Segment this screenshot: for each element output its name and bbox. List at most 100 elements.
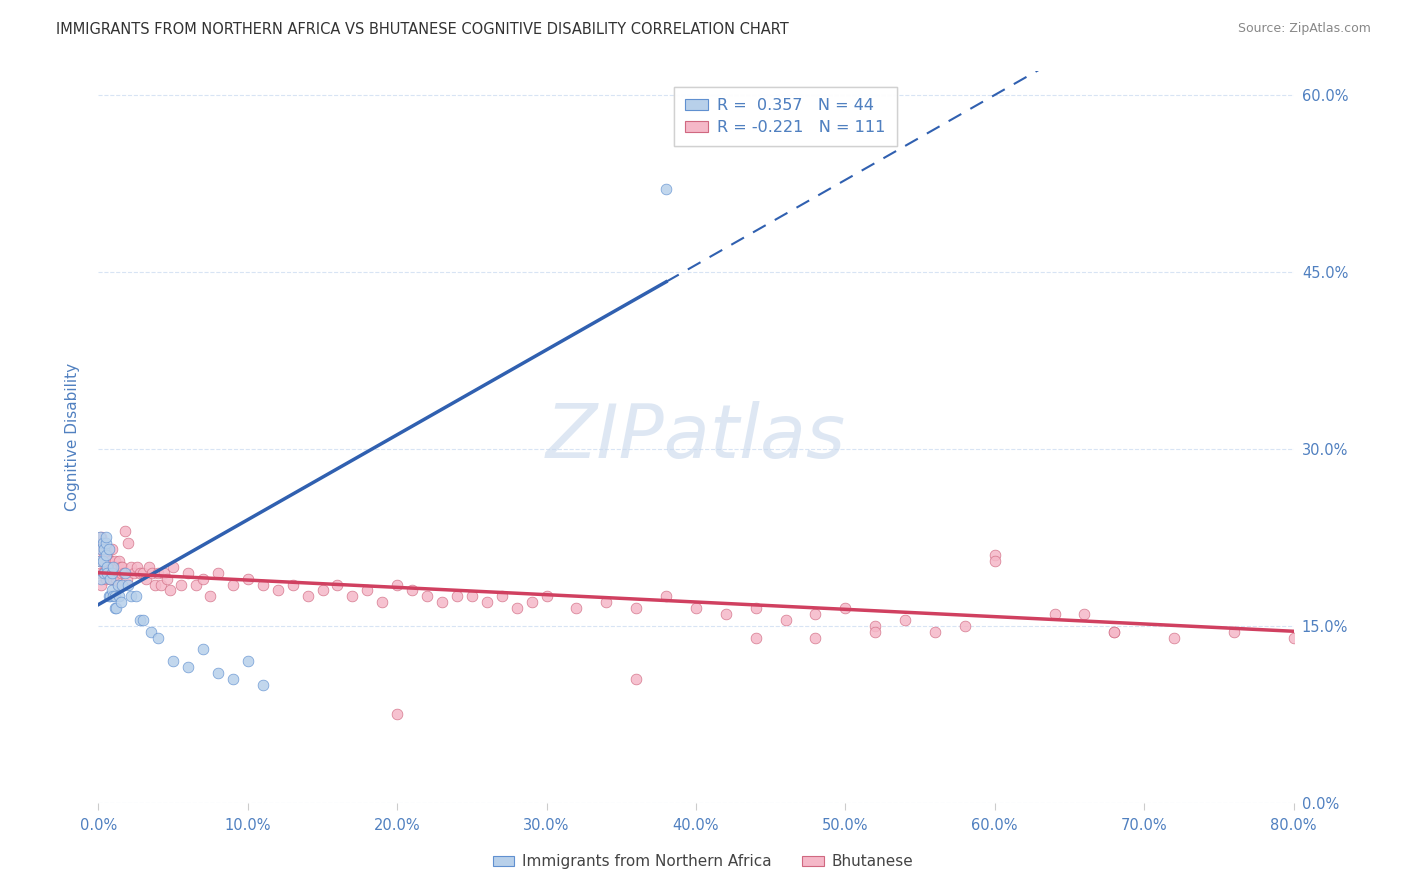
Point	[804, 607, 827, 621]
Point	[96, 566, 118, 580]
Point	[89, 554, 111, 568]
Point	[89, 566, 111, 580]
Point	[98, 590, 122, 604]
Point	[114, 566, 136, 580]
Point	[91, 536, 114, 550]
Point	[1073, 607, 1095, 621]
Point	[129, 613, 152, 627]
Point	[94, 542, 117, 557]
Point	[104, 566, 127, 580]
Point	[96, 548, 118, 562]
Point	[200, 590, 222, 604]
Point	[143, 577, 166, 591]
Point	[184, 577, 207, 591]
Point	[91, 554, 114, 568]
Point	[111, 559, 134, 574]
Point	[156, 572, 179, 586]
Point	[120, 559, 142, 574]
Point	[177, 566, 200, 580]
Point	[162, 559, 184, 574]
Point	[97, 590, 120, 604]
Point	[114, 524, 136, 539]
Point	[89, 536, 111, 550]
Point	[236, 572, 259, 586]
Point	[1282, 631, 1305, 645]
Point	[169, 577, 191, 591]
Point	[565, 601, 588, 615]
Point	[446, 590, 468, 604]
Point	[105, 572, 128, 586]
Point	[775, 613, 797, 627]
Point	[162, 654, 184, 668]
Point	[104, 554, 127, 568]
Point	[96, 559, 118, 574]
Y-axis label: Cognitive Disability: Cognitive Disability	[65, 363, 80, 511]
Point	[91, 542, 114, 557]
Point	[104, 590, 127, 604]
Text: Source: ZipAtlas.com: Source: ZipAtlas.com	[1237, 22, 1371, 36]
Point	[112, 566, 135, 580]
Point	[132, 613, 155, 627]
Point	[236, 654, 259, 668]
Point	[1104, 624, 1126, 639]
Point	[745, 631, 768, 645]
Point	[834, 601, 856, 615]
Point	[125, 590, 148, 604]
Point	[371, 595, 394, 609]
Point	[655, 590, 678, 604]
Legend: R =  0.357   N = 44, R = -0.221   N = 111: R = 0.357 N = 44, R = -0.221 N = 111	[675, 87, 897, 146]
Point	[110, 559, 132, 574]
Point	[90, 572, 112, 586]
Point	[984, 548, 1007, 562]
Point	[110, 566, 132, 580]
Point	[111, 577, 134, 591]
Point	[207, 566, 229, 580]
Point	[267, 583, 290, 598]
Point	[90, 542, 112, 557]
Point	[120, 590, 142, 604]
Point	[595, 595, 617, 609]
Point	[110, 595, 132, 609]
Point	[207, 666, 229, 681]
Point	[626, 601, 648, 615]
Point	[138, 559, 160, 574]
Point	[97, 542, 120, 557]
Point	[132, 566, 155, 580]
Point	[117, 536, 139, 550]
Point	[1223, 624, 1246, 639]
Point	[94, 530, 117, 544]
Point	[105, 601, 128, 615]
Point	[103, 572, 125, 586]
Point	[93, 542, 115, 557]
Point	[655, 182, 678, 196]
Point	[104, 601, 127, 615]
Point	[94, 548, 117, 562]
Point	[191, 572, 214, 586]
Point	[177, 660, 200, 674]
Point	[356, 583, 378, 598]
Point	[401, 583, 423, 598]
Point	[93, 566, 115, 580]
Point	[94, 536, 117, 550]
Point	[93, 566, 115, 580]
Point	[117, 577, 139, 591]
Point	[115, 572, 138, 586]
Point	[107, 559, 129, 574]
Point	[139, 624, 162, 639]
Point	[416, 590, 439, 604]
Point	[252, 678, 274, 692]
Point	[93, 548, 115, 562]
Point	[135, 572, 157, 586]
Point	[745, 601, 768, 615]
Point	[804, 631, 827, 645]
Point	[385, 577, 409, 591]
Point	[90, 530, 112, 544]
Point	[865, 619, 887, 633]
Legend: Immigrants from Northern Africa, Bhutanese: Immigrants from Northern Africa, Bhutane…	[486, 848, 920, 875]
Point	[222, 672, 245, 686]
Point	[475, 595, 498, 609]
Point	[90, 577, 112, 591]
Point	[107, 577, 129, 591]
Point	[953, 619, 976, 633]
Point	[89, 554, 111, 568]
